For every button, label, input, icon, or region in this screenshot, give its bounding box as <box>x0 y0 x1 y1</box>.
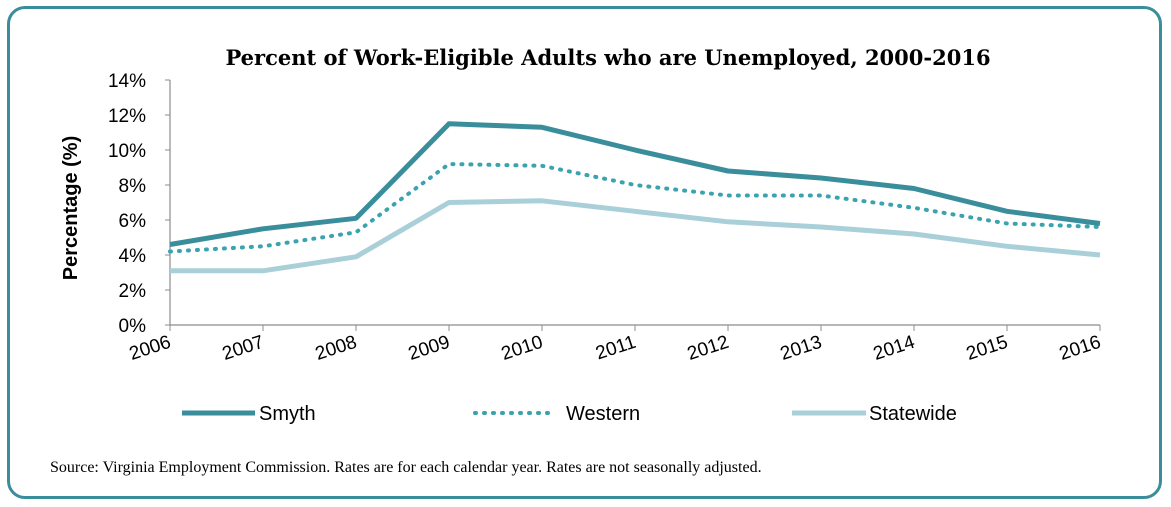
series-line-western <box>168 162 1102 254</box>
y-axis-label: Percentage (%) <box>60 136 82 281</box>
x-tick-label: 2016 <box>1057 332 1104 365</box>
series-line-statewide <box>170 198 1101 274</box>
x-tick-label: 2012 <box>685 332 732 365</box>
x-tick-label: 2007 <box>220 332 267 365</box>
x-tick-label: 2011 <box>593 332 638 365</box>
y-tick-label: 6% <box>119 211 147 232</box>
source-note: Source: Virginia Employment Commission. … <box>50 459 762 476</box>
x-tick-label: 2010 <box>499 332 546 365</box>
x-tick-label: 2009 <box>406 332 453 365</box>
y-tick-label: 12% <box>108 106 146 127</box>
series-line-smyth <box>169 121 1101 247</box>
y-tick-label: 0% <box>119 316 147 337</box>
legend-label-smyth: Smyth <box>259 403 316 425</box>
y-tick-label: 10% <box>108 141 146 162</box>
chart-frame <box>7 6 1162 499</box>
x-tick-label: 2015 <box>964 332 1011 365</box>
chart-title: Percent of Work-Eligible Adults who are … <box>225 45 990 70</box>
y-tick-label: 4% <box>119 246 147 267</box>
x-tick-label: 2014 <box>871 332 918 365</box>
y-tick-label: 2% <box>119 281 147 302</box>
y-tick-label: 14% <box>108 71 146 92</box>
x-tick-label: 2013 <box>778 332 825 365</box>
x-tick-label: 2008 <box>313 332 360 365</box>
legend-label-western: Western <box>566 403 640 425</box>
legend-label-statewide: Statewide <box>869 403 957 425</box>
y-tick-label: 8% <box>119 176 147 197</box>
